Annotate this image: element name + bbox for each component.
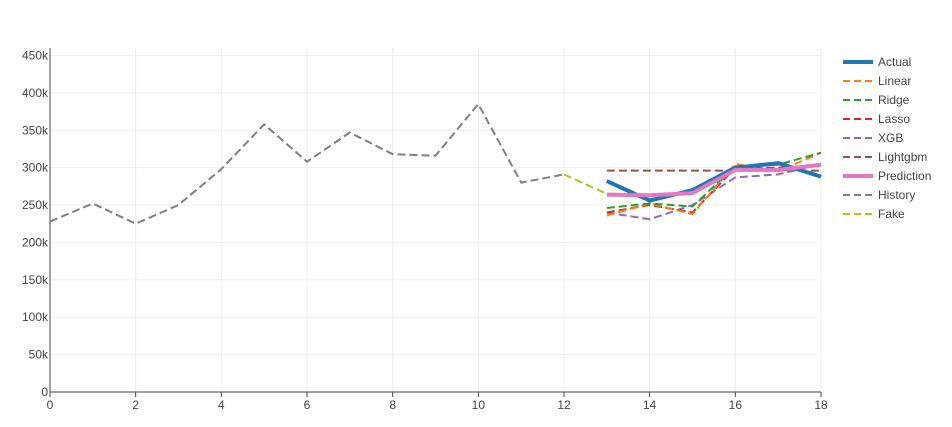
y-tick-label: 150k: [22, 273, 49, 287]
legend-item-xgb[interactable]: XGB: [843, 131, 903, 145]
legend-item-fake[interactable]: Fake: [843, 207, 905, 221]
legend-label: Lightgbm: [878, 150, 927, 164]
series-line-ridge: [606, 151, 822, 209]
x-tick-label: 16: [729, 398, 743, 412]
legend-label: Actual: [878, 55, 911, 69]
y-tick-label: 200k: [22, 235, 49, 249]
legend-label: History: [878, 188, 915, 202]
y-tick-label: 50k: [29, 348, 49, 362]
legend-item-linear[interactable]: Linear: [843, 74, 911, 88]
legend-label: XGB: [878, 131, 903, 145]
legend[interactable]: Actual Linear Ridge Lasso XGB Lightgbm Predict…: [843, 55, 931, 221]
series-line-prediction: [606, 162, 822, 198]
y-tick-label: 400k: [22, 86, 49, 100]
x-tick-label: 0: [47, 398, 54, 412]
legend-label: Fake: [878, 207, 905, 221]
x-tick-label: 4: [218, 398, 225, 412]
x-tick-label: 2: [132, 398, 139, 412]
y-tick-label: 350k: [22, 123, 49, 137]
legend-item-history[interactable]: History: [843, 188, 915, 202]
legend-label: Lasso: [878, 112, 910, 126]
legend-item-ridge[interactable]: Ridge: [843, 93, 910, 107]
x-tick-label: 8: [389, 398, 396, 412]
series-line-xgb: [606, 162, 822, 221]
series-line-actual: [605, 161, 822, 203]
legend-label: Prediction: [878, 169, 931, 183]
legend-item-lasso[interactable]: Lasso: [843, 112, 910, 126]
x-tick-label: 10: [472, 398, 486, 412]
y-tick-label: 300k: [22, 161, 49, 175]
x-tick-label: 6: [304, 398, 311, 412]
y-tick-label: 450k: [22, 48, 49, 62]
legend-item-actual[interactable]: Actual: [843, 55, 911, 69]
legend-label: Ridge: [878, 93, 910, 107]
y-tick-label: 250k: [22, 198, 49, 212]
grid: [50, 48, 822, 392]
legend-item-lightgbm[interactable]: Lightgbm: [843, 150, 927, 164]
x-tick-label: 12: [557, 398, 571, 412]
x-tick-label: 18: [814, 398, 828, 412]
series-lines: [49, 103, 822, 225]
x-tick-label: 14: [643, 398, 657, 412]
series-line-fake: [563, 173, 608, 195]
y-tick-label: 0: [41, 385, 48, 399]
axes: 0 50k 100k 150k 200k 250k 300k 350k 400k 450k 0 2 4 6…: [22, 48, 828, 412]
legend-item-prediction[interactable]: Prediction: [843, 169, 931, 183]
y-tick-label: 100k: [22, 310, 49, 324]
series-line-history: [49, 103, 565, 225]
legend-label: Linear: [878, 74, 911, 88]
